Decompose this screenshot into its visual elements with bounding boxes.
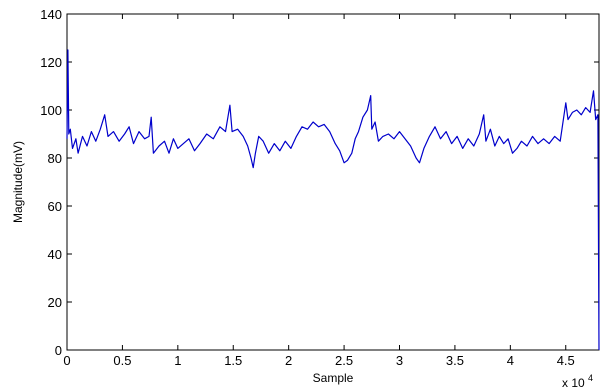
y-tick-label: 140 — [40, 7, 62, 22]
x-tick-label: 4.5 — [557, 353, 575, 368]
x-tick-label: 4 — [507, 353, 514, 368]
x-tick-label: 1.5 — [224, 353, 242, 368]
plot-area: 0 0.5 1 1.5 2 2.5 3 3.5 4 4.5 0 20 40 60 80 100 120 140 — [40, 7, 600, 368]
x-axis-multiplier-exponent: 4 — [588, 373, 593, 383]
x-tick-label: 0 — [63, 353, 70, 368]
x-axis-multiplier-base: x 10 — [562, 376, 585, 390]
y-tick-label: 20 — [48, 295, 62, 310]
y-tick-label: 0 — [55, 343, 62, 358]
x-tick-label: 3.5 — [446, 353, 464, 368]
y-axis-title: Magnitude(mV) — [11, 141, 25, 223]
plot-frame — [66, 13, 600, 351]
x-axis: 0 0.5 1 1.5 2 2.5 3 3.5 4 4.5 — [63, 14, 575, 368]
x-tick-label: 1 — [174, 353, 181, 368]
y-tick-label: 100 — [40, 103, 62, 118]
x-tick-label: 3 — [396, 353, 403, 368]
x-axis-title: Sample — [313, 371, 354, 385]
x-tick-label: 2.5 — [335, 353, 353, 368]
x-axis-multiplier: x 10 4 — [562, 373, 593, 390]
y-axis: 0 20 40 60 80 100 120 140 — [40, 7, 599, 358]
x-tick-label: 2 — [285, 353, 292, 368]
y-tick-label: 60 — [48, 199, 62, 214]
y-tick-label: 120 — [40, 55, 62, 70]
x-tick-label: 0.5 — [113, 353, 131, 368]
y-tick-label: 40 — [48, 247, 62, 262]
y-tick-label: 80 — [48, 151, 62, 166]
series-line — [66, 49, 600, 351]
